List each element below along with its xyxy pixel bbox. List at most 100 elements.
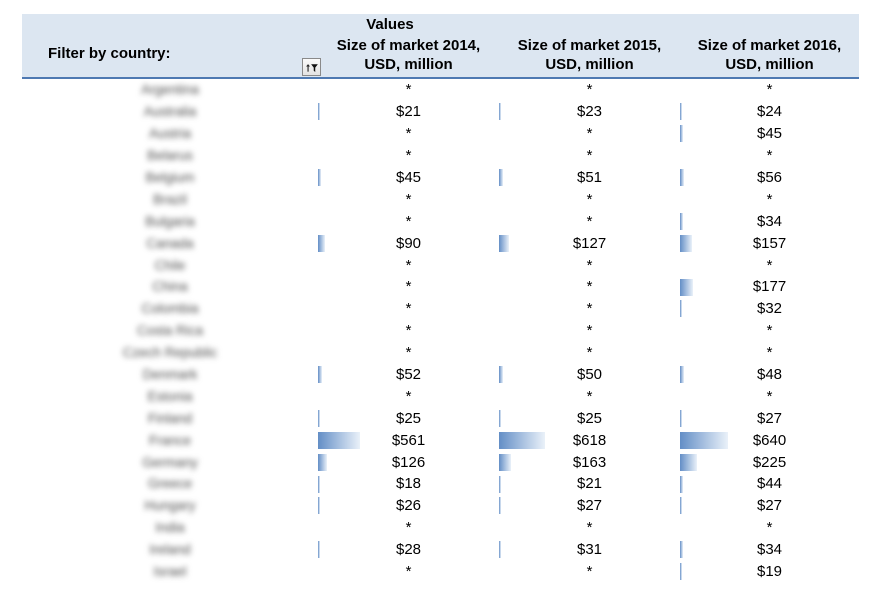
country-row-label[interactable]: France [22,429,318,451]
country-row-label[interactable]: Greece [22,473,318,495]
country-row-label[interactable]: Belgium [22,167,318,189]
country-row-label[interactable]: Israel [22,561,318,583]
value-cell[interactable]: $26 [318,495,499,517]
value-cell[interactable]: * [499,561,680,583]
value-cell[interactable]: $44 [680,473,859,495]
country-row-label[interactable]: Hungary [22,495,318,517]
value-cell[interactable]: $90 [318,232,499,254]
country-row-label[interactable]: Argentina [22,79,318,101]
value-cell[interactable]: * [499,254,680,276]
value-cell[interactable]: $163 [499,451,680,473]
country-row-label[interactable]: Costa Rica [22,320,318,342]
value-cell[interactable]: $27 [499,495,680,517]
country-row-label[interactable]: Colombia [22,298,318,320]
value-cell[interactable]: * [318,210,499,232]
value-cell[interactable]: $561 [318,429,499,451]
value-cell[interactable]: * [499,320,680,342]
value-cell[interactable]: $18 [318,473,499,495]
value-cell[interactable]: $52 [318,364,499,386]
value-cell[interactable]: $28 [318,539,499,561]
value-cell[interactable]: $23 [499,101,680,123]
value-cell[interactable]: * [680,188,859,210]
value-cell[interactable]: * [318,342,499,364]
sort-filter-button[interactable] [302,58,321,76]
country-name-blurred: Greece [147,476,193,492]
value-cell[interactable]: * [680,254,859,276]
value-cell[interactable]: * [318,79,499,101]
value-cell[interactable]: * [680,385,859,407]
country-row-label[interactable]: Australia [22,101,318,123]
value-cell[interactable]: $45 [318,167,499,189]
value-cell[interactable]: * [499,79,680,101]
value-cell[interactable]: * [318,320,499,342]
country-row-label[interactable]: Estonia [22,385,318,407]
value-cell[interactable]: $618 [499,429,680,451]
value-cell[interactable]: $21 [318,101,499,123]
value-cell[interactable]: $25 [499,407,680,429]
value-cell[interactable]: * [318,385,499,407]
value-cell[interactable]: $21 [499,473,680,495]
data-bar [318,431,361,449]
value-cell[interactable]: * [499,517,680,539]
value-cell[interactable]: $27 [680,495,859,517]
value-cell[interactable]: $51 [499,167,680,189]
country-row-label[interactable]: Denmark [22,364,318,386]
value-cell[interactable]: * [318,276,499,298]
value-cell[interactable]: $177 [680,276,859,298]
value-cell[interactable]: $48 [680,364,859,386]
value-cell[interactable]: $640 [680,429,859,451]
value-cell[interactable]: * [318,298,499,320]
country-row-label[interactable]: Czech Republic [22,342,318,364]
value-cell[interactable]: * [680,320,859,342]
value-cell[interactable]: * [499,123,680,145]
country-name-blurred: Canada [146,235,194,251]
value-cell[interactable]: * [499,342,680,364]
value-cell[interactable]: $45 [680,123,859,145]
country-row-label[interactable]: India [22,517,318,539]
country-row-label[interactable]: Belarus [22,145,318,167]
value-cell[interactable]: * [318,123,499,145]
value-cell[interactable]: $24 [680,101,859,123]
value-cell[interactable]: * [499,385,680,407]
suppressed-value-asterisk: * [586,212,593,230]
value-cell[interactable]: $34 [680,210,859,232]
value-cell[interactable]: * [680,517,859,539]
value-cell[interactable]: * [318,254,499,276]
value-cell[interactable]: * [318,561,499,583]
value-cell[interactable]: * [499,210,680,232]
value-cell[interactable]: $127 [499,232,680,254]
value-cell[interactable]: $32 [680,298,859,320]
value-cell[interactable]: * [499,298,680,320]
suppressed-value-asterisk: * [766,256,773,274]
country-row-label[interactable]: Chile [22,254,318,276]
value-cell[interactable]: $56 [680,167,859,189]
value-cell[interactable]: $225 [680,451,859,473]
value-cell[interactable]: * [318,188,499,210]
country-row-label[interactable]: Brazil [22,188,318,210]
country-row-label[interactable]: Ireland [22,539,318,561]
value-cell[interactable]: $157 [680,232,859,254]
country-row-label[interactable]: Bulgaria [22,210,318,232]
value-cell[interactable]: * [680,79,859,101]
value-cell[interactable]: * [318,145,499,167]
value-cell[interactable]: $126 [318,451,499,473]
value-cell[interactable]: $25 [318,407,499,429]
value-cell[interactable]: * [680,342,859,364]
value-cell[interactable]: $31 [499,539,680,561]
value-cell[interactable]: $27 [680,407,859,429]
country-row-label[interactable]: China [22,276,318,298]
country-row-label[interactable]: Germany [22,451,318,473]
value-cell[interactable]: * [499,276,680,298]
value-cell[interactable]: * [499,145,680,167]
value-cell[interactable]: $34 [680,539,859,561]
country-row-label[interactable]: Finland [22,407,318,429]
value-cell[interactable]: $19 [680,561,859,583]
country-row-label[interactable]: Austria [22,123,318,145]
suppressed-value-asterisk: * [586,125,593,143]
value-cell[interactable]: * [499,188,680,210]
country-row-label[interactable]: Canada [22,232,318,254]
value-cell[interactable]: * [318,517,499,539]
value-cell[interactable]: * [680,145,859,167]
suppressed-value-asterisk: * [586,190,593,208]
value-cell[interactable]: $50 [499,364,680,386]
